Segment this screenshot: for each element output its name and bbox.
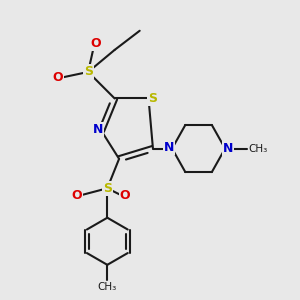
Text: O: O	[120, 189, 130, 202]
Text: O: O	[52, 71, 63, 84]
Text: S: S	[148, 92, 158, 105]
Text: S: S	[84, 65, 93, 79]
Text: CH₃: CH₃	[98, 282, 117, 292]
Text: N: N	[164, 141, 174, 154]
Text: O: O	[71, 189, 82, 202]
Text: CH₃: CH₃	[249, 143, 268, 154]
Text: N: N	[223, 142, 233, 155]
Text: S: S	[103, 182, 112, 195]
Text: N: N	[93, 123, 103, 136]
Text: O: O	[90, 38, 101, 50]
